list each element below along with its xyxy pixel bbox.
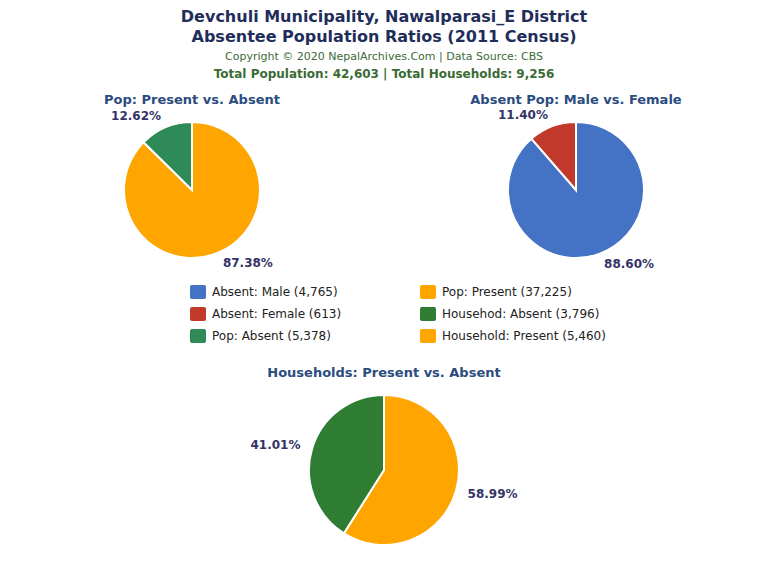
legend-label: Househod: Absent (3,796) <box>442 307 599 321</box>
legend: Absent: Male (4,765) Absent: Female (613)… <box>190 285 606 344</box>
chart-root: Devchuli Municipality, Nawalparasi_E Dis… <box>0 0 768 576</box>
chart-title: Absent Pop: Male vs. Female <box>470 92 682 107</box>
legend-swatch <box>420 307 436 321</box>
pie-chart: Absent Pop: Male vs. Female 88.60% 11.40% <box>470 92 682 271</box>
pie-slice <box>144 122 192 190</box>
legend-swatch <box>190 329 206 343</box>
legend-label: Pop: Absent (5,378) <box>212 329 331 343</box>
pie-slice <box>531 122 576 190</box>
chart-title: Households: Present vs. Absent <box>267 365 500 380</box>
pie-slice <box>124 122 260 258</box>
legend-label: Household: Present (5,460) <box>442 329 606 343</box>
subtitle: Absentee Population Ratios (2011 Census) <box>192 27 577 46</box>
legend-swatch <box>190 307 206 321</box>
data-label: 88.60% <box>604 257 654 271</box>
legend-label: Pop: Present (37,225) <box>442 285 572 299</box>
legend-swatch <box>420 285 436 299</box>
pie-chart: Pop: Present vs. Absent 87.38% 12.62% <box>104 92 280 270</box>
pie-slice <box>508 122 644 258</box>
data-labels: 88.60% 11.40% <box>498 108 654 272</box>
chart-title: Pop: Present vs. Absent <box>104 92 280 107</box>
data-label: 11.40% <box>498 108 548 122</box>
legend-swatch <box>190 285 206 299</box>
data-label: 58.99% <box>468 487 518 501</box>
title: Devchuli Municipality, Nawalparasi_E Dis… <box>181 7 588 26</box>
data-label: 12.62% <box>111 109 161 123</box>
pie-chart: Households: Present vs. Absent 58.99% 41.0… <box>250 365 517 545</box>
data-labels: 87.38% 12.62% <box>111 109 273 271</box>
legend-label: Absent: Male (4,765) <box>212 285 338 299</box>
legend-label: Absent: Female (613) <box>212 307 341 321</box>
pie-slice <box>309 395 384 533</box>
data-label: 41.01% <box>250 438 300 452</box>
annotation: Total Population: 42,603 | Total Househo… <box>214 67 555 81</box>
legend-swatch <box>420 329 436 343</box>
annotation: Copyright © 2020 NepalArchives.Com | Dat… <box>225 50 543 63</box>
data-label: 87.38% <box>223 256 273 270</box>
